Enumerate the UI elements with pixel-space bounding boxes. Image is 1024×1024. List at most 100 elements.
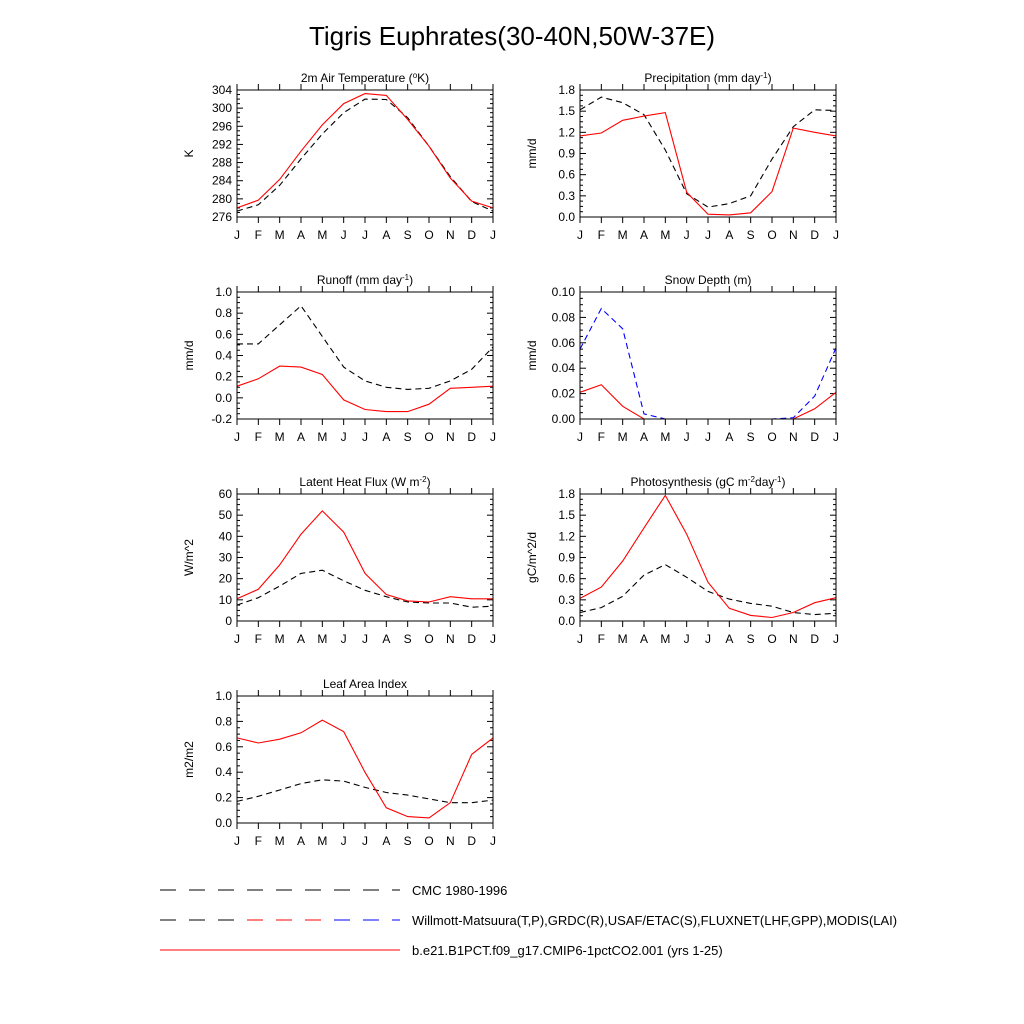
series-line-model xyxy=(579,384,837,420)
panel-title: Photosynthesis (gC m-2day-1) xyxy=(631,475,786,490)
y-tick-label: 0.8 xyxy=(215,306,232,320)
y-tick-label: 0.04 xyxy=(552,361,576,375)
x-tick-label: M xyxy=(275,834,285,848)
y-tick-label: 40 xyxy=(219,529,233,543)
x-tick-label: J xyxy=(577,228,583,242)
x-tick-label: O xyxy=(424,228,433,242)
x-tick-label: J xyxy=(577,430,583,444)
y-tick-label: 0 xyxy=(225,614,232,628)
x-tick-label: O xyxy=(767,430,776,444)
x-tick-label: M xyxy=(618,430,628,444)
x-tick-label: M xyxy=(275,430,285,444)
x-tick-label: F xyxy=(255,228,262,242)
panel-title: 2m Air Temperature (oK) xyxy=(301,71,429,86)
x-tick-label: N xyxy=(446,834,455,848)
legend-label: b.e21.B1PCT.f09_g17.CMIP6-1pctCO2.001 (y… xyxy=(412,943,723,958)
x-tick-label: J xyxy=(490,228,496,242)
x-tick-label: J xyxy=(234,632,240,646)
series-line-model xyxy=(579,111,837,216)
panel-title: Latent Heat Flux (W m-2) xyxy=(299,475,430,490)
legend-label: CMC 1980-1996 xyxy=(412,883,507,898)
x-tick-label: M xyxy=(660,430,670,444)
x-tick-label: O xyxy=(424,834,433,848)
x-tick-label: N xyxy=(789,430,798,444)
x-tick-label: J xyxy=(577,632,583,646)
x-tick-label: J xyxy=(362,834,368,848)
x-tick-label: A xyxy=(382,228,390,242)
y-tick-label: 1.5 xyxy=(558,104,575,118)
y-tick-label: 284 xyxy=(212,174,232,188)
y-axis-label: m2/m2 xyxy=(182,741,196,778)
panel-title: Precipitation (mm day-1) xyxy=(644,71,771,86)
x-tick-label: J xyxy=(341,834,347,848)
y-axis-label: W/m^2 xyxy=(182,539,196,576)
chart-panel-5: Latent Heat Flux (W m-2) W/m^2 0 10 20 30 40 50… xyxy=(182,475,496,647)
x-tick-label: N xyxy=(789,632,798,646)
x-tick-label: M xyxy=(275,228,285,242)
x-tick-label: A xyxy=(382,430,390,444)
x-tick-label: A xyxy=(640,632,648,646)
series-line-cmc xyxy=(579,563,837,616)
y-tick-label: 280 xyxy=(212,192,232,206)
x-tick-label: J xyxy=(833,430,839,444)
y-tick-label: 1.8 xyxy=(558,487,575,501)
y-axis-label: mm/d xyxy=(182,341,196,371)
x-tick-label: M xyxy=(317,430,327,444)
panels: 2m Air Temperature (oK) K 276 280 284 288 292 2… xyxy=(182,71,839,849)
y-tick-label: 0.0 xyxy=(558,614,575,628)
y-axis-label: gC/m^2/d xyxy=(525,532,539,583)
y-tick-label: 1.0 xyxy=(215,285,232,299)
chart-panel-1: 2m Air Temperature (oK) K 276 280 284 288 292 2… xyxy=(182,71,496,243)
x-tick-label: M xyxy=(660,228,670,242)
x-tick-label: D xyxy=(810,228,819,242)
chart-panel-2: Precipitation (mm day-1) mm/d 0.0 0.3 0.6 0.9… xyxy=(525,71,839,243)
y-tick-label: 0.9 xyxy=(558,147,575,161)
x-tick-label: J xyxy=(341,430,347,444)
legend-entry: CMC 1980-1996 xyxy=(160,883,507,898)
x-tick-label: N xyxy=(789,228,798,242)
y-tick-label: 20 xyxy=(219,572,233,586)
x-tick-label: J xyxy=(362,228,368,242)
chart-panel-3: Runoff (mm day-1) mm/d -0.2 0.0 0.2 0.4 0.6 0.8… xyxy=(182,273,496,445)
x-tick-label: A xyxy=(297,430,305,444)
y-tick-label: 0.9 xyxy=(558,551,575,565)
x-tick-label: J xyxy=(234,228,240,242)
y-tick-label: 300 xyxy=(212,101,232,115)
panel-title: Runoff (mm day-1) xyxy=(317,273,413,288)
series-line-model xyxy=(236,719,494,819)
x-tick-label: F xyxy=(598,228,605,242)
y-tick-label: 1.8 xyxy=(558,83,575,97)
x-tick-label: S xyxy=(404,430,412,444)
y-axis-label: mm/d xyxy=(525,139,539,169)
x-tick-label: S xyxy=(404,228,412,242)
x-tick-label: O xyxy=(767,632,776,646)
x-tick-label: J xyxy=(490,632,496,646)
x-tick-label: A xyxy=(640,430,648,444)
y-tick-label: 0.6 xyxy=(215,327,232,341)
x-tick-label: A xyxy=(725,632,733,646)
x-tick-label: J xyxy=(705,430,711,444)
y-tick-label: 0.0 xyxy=(215,391,232,405)
y-tick-label: 0.0 xyxy=(558,210,575,224)
x-tick-label: S xyxy=(747,228,755,242)
x-tick-label: F xyxy=(598,430,605,444)
x-tick-label: F xyxy=(598,632,605,646)
y-tick-label: -0.2 xyxy=(211,412,232,426)
x-tick-label: D xyxy=(467,834,476,848)
y-tick-label: 276 xyxy=(212,210,232,224)
x-tick-label: J xyxy=(234,834,240,848)
plot-frame xyxy=(579,89,837,218)
y-tick-label: 0.02 xyxy=(552,387,576,401)
x-tick-label: A xyxy=(297,228,305,242)
x-tick-label: J xyxy=(705,632,711,646)
panel-title: Leaf Area Index xyxy=(323,677,407,691)
x-tick-label: N xyxy=(446,632,455,646)
x-tick-label: J xyxy=(684,430,690,444)
x-tick-label: F xyxy=(255,632,262,646)
x-tick-label: D xyxy=(810,430,819,444)
y-tick-label: 292 xyxy=(212,137,232,151)
x-tick-label: J xyxy=(684,632,690,646)
x-tick-label: S xyxy=(747,430,755,444)
y-tick-label: 10 xyxy=(219,593,233,607)
